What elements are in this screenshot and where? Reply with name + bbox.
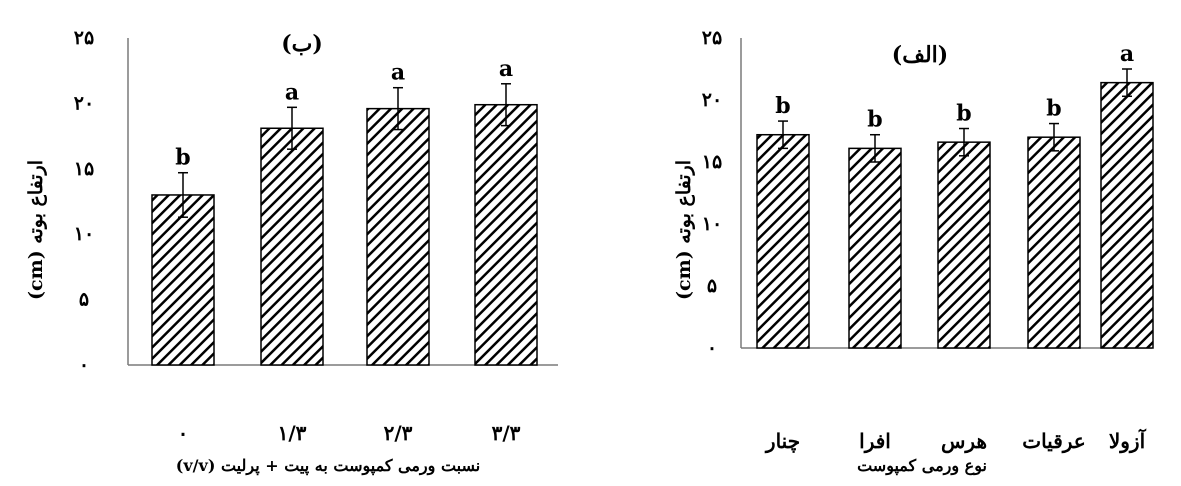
error-bar bbox=[959, 127, 969, 157]
significance-letter: a bbox=[499, 56, 513, 82]
significance-letter: a bbox=[1120, 41, 1134, 67]
right-y-ticks: ۰ ۵ ۱۰ ۱۵ ۲۰ ۲۵ bbox=[702, 27, 722, 359]
error-bar bbox=[1049, 122, 1059, 152]
left-panel: ۰ ۵ ۱۰ ۱۵ ۲۰ ۲۵ b ۰ a ۱/۳ a ۲/۳ a ۳/۳ (ب) نسبت ورمی کمپ… bbox=[25, 27, 558, 476]
significance-letter: a bbox=[285, 79, 299, 105]
right-panel-title: (الف) bbox=[892, 42, 948, 68]
y-tick-label: ۲۵ bbox=[702, 27, 722, 49]
y-tick-label: ۵ bbox=[79, 289, 89, 311]
y-tick-label: ۲۵ bbox=[74, 27, 94, 49]
significance-letter: b bbox=[867, 107, 882, 133]
significance-letter: b bbox=[175, 145, 190, 171]
bar bbox=[260, 127, 324, 366]
category-label: هرس bbox=[941, 429, 987, 454]
y-tick-label: ۵ bbox=[707, 275, 717, 297]
category-label: افرا bbox=[859, 429, 891, 454]
bar bbox=[756, 133, 810, 349]
significance-letter: b bbox=[1046, 96, 1061, 122]
y-tick-label: ۱۰ bbox=[74, 223, 94, 245]
error-bar bbox=[178, 171, 188, 218]
error-bar bbox=[501, 83, 511, 127]
left-y-ticks: ۰ ۵ ۱۰ ۱۵ ۲۰ ۲۵ bbox=[74, 27, 94, 376]
error-bar bbox=[1122, 68, 1132, 98]
bar bbox=[848, 147, 902, 349]
category-label: ۲/۳ bbox=[384, 421, 413, 445]
y-tick-label: ۱۰ bbox=[702, 213, 722, 235]
error-bar bbox=[778, 120, 788, 150]
category-label: ۳/۳ bbox=[492, 421, 521, 445]
category-label: ۰ bbox=[178, 421, 189, 445]
y-tick-label: ۰ bbox=[79, 354, 89, 376]
bar bbox=[1100, 81, 1154, 349]
category-label: ۱/۳ bbox=[278, 421, 307, 445]
right-panel: ۰ ۵ ۱۰ ۱۵ ۲۰ ۲۵ b چنار b افرا b هرس b عرقیات a آزولا (ال… bbox=[673, 27, 1154, 476]
y-tick-label: ۰ bbox=[707, 337, 717, 359]
category-label: چنار bbox=[764, 429, 800, 454]
significance-letter: b bbox=[775, 93, 790, 119]
category-label: آزولا bbox=[1109, 428, 1147, 454]
y-tick-label: ۱۵ bbox=[74, 158, 94, 180]
right-y-axis-title: ارتفاع بوته (cm) bbox=[673, 160, 695, 300]
category-label: عرقیات bbox=[1022, 429, 1086, 454]
significance-letter: b bbox=[956, 101, 971, 127]
bar bbox=[151, 194, 215, 366]
bar bbox=[1027, 136, 1081, 349]
left-y-axis-title: ارتفاع بوته (cm) bbox=[25, 160, 47, 300]
y-tick-label: ۲۰ bbox=[702, 89, 722, 111]
bar bbox=[366, 107, 430, 366]
left-x-axis-title: نسبت ورمی کمپوست به پیت + پرلیت (v/v) bbox=[176, 456, 480, 476]
error-bar bbox=[870, 133, 880, 163]
error-bar bbox=[393, 86, 403, 131]
bar bbox=[937, 141, 991, 349]
bar bbox=[474, 103, 538, 366]
y-tick-label: ۲۰ bbox=[74, 92, 94, 114]
significance-letter: a bbox=[391, 60, 405, 86]
y-tick-label: ۱۵ bbox=[702, 151, 722, 173]
right-x-axis-title: نوع ورمی کمپوست bbox=[857, 456, 987, 476]
error-bar bbox=[287, 106, 297, 150]
left-panel-title: (ب) bbox=[281, 31, 323, 57]
